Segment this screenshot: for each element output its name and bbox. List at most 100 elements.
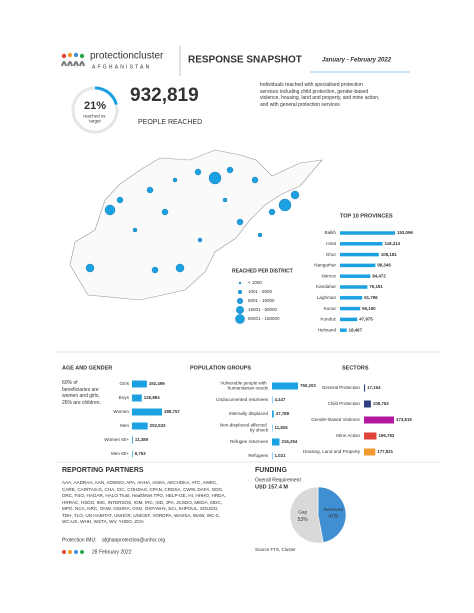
map-outline: [69, 149, 323, 301]
bar-value: 196,783: [378, 433, 394, 438]
bar-name: Refugee returnees: [230, 439, 269, 444]
bar-value: 84,472: [372, 273, 386, 278]
section-title: AGE AND GENDER: [62, 365, 112, 371]
bar-name: Nangarhar: [314, 263, 336, 268]
pie-value: 53%: [298, 517, 309, 523]
pie-value: 47%: [328, 514, 339, 520]
map-districts: [85, 166, 300, 274]
bar: [272, 396, 273, 404]
bar-value: 1,021: [275, 453, 287, 458]
bar-name: Men: [120, 423, 129, 428]
bar-value: 47,975: [359, 317, 373, 322]
bar-value: 750,203: [300, 383, 316, 388]
bar: [132, 394, 142, 402]
date: 28 February 2022: [92, 549, 132, 555]
bar: [364, 448, 376, 456]
pie-label: Gap: [298, 510, 307, 515]
pie-slice: [317, 486, 347, 543]
bar-name: Housing, Land and Property: [303, 449, 361, 454]
legend-symbol: [236, 298, 243, 305]
pie-slice: [289, 486, 324, 544]
bar-name: Boys: [119, 395, 130, 400]
bar-value: 47,788: [276, 411, 290, 416]
bar-value: 202,533: [150, 423, 166, 428]
section-title: REPORTING PARTNERS: [62, 467, 144, 474]
bar: [340, 231, 395, 235]
bar: [272, 438, 280, 446]
legend-label: < 1000: [248, 280, 262, 285]
bar-value: 108,181: [381, 252, 397, 257]
section-title: TOP 10 PROVINCES: [340, 213, 393, 219]
bar-name: Balkh: [325, 230, 337, 235]
bar-value: 76,191: [369, 284, 383, 289]
bar: [364, 400, 371, 408]
bar-name: Kunar: [324, 306, 337, 311]
reach-caption: reached vs target: [83, 114, 106, 124]
bar-name: Men 60+: [111, 451, 129, 456]
bar-value: 153,096: [397, 230, 413, 235]
bar: [132, 422, 148, 430]
footer-dot: [74, 550, 78, 554]
bar-name: Refugees: [248, 453, 268, 458]
contact-label: Protection IMU:: [62, 537, 96, 543]
bar: [132, 408, 162, 416]
bar-value: 18,467: [349, 327, 363, 332]
bar: [132, 380, 147, 388]
reach-ring: [94, 86, 118, 105]
legend-symbol: [236, 306, 244, 314]
bar-name: Women 60+: [104, 437, 129, 442]
reach-total: 932,819: [130, 85, 199, 106]
bar: [340, 242, 383, 246]
section-title: FUNDING: [255, 467, 287, 474]
bar: [340, 296, 363, 300]
pie-label: Received: [324, 507, 344, 512]
bar-name: Vulnerable people with humanitarian need…: [220, 381, 268, 391]
bar-name: Helmand: [318, 327, 337, 332]
title: RESPONSE SNAPSHOT: [188, 55, 302, 66]
bar: [340, 274, 371, 278]
bar-value: 126,884: [144, 395, 160, 400]
bar-value: 11,389: [135, 437, 149, 442]
logo-dots: [61, 52, 85, 67]
bar-value: 118,314: [385, 241, 401, 246]
age-note: 60% of beneficiaries are women and girls…: [62, 380, 101, 406]
footer-dot: [80, 550, 84, 554]
bar-value: 56,190: [362, 306, 376, 311]
bar-name: Laghman: [317, 295, 337, 300]
bar-name: Women: [113, 409, 129, 414]
reach-description: Individuals reached with specialised pro…: [260, 82, 380, 108]
bar: [340, 263, 376, 268]
footer-dot: [68, 550, 72, 554]
bar: [132, 450, 133, 458]
section-title: POPULATION GROUPS: [190, 365, 251, 371]
funding-req-label: Overall Requirement: [255, 477, 301, 483]
bar-value: 388,757: [164, 409, 180, 414]
funding-source: Source FTS, Cluster: [255, 547, 296, 552]
bar-value: 8,753: [135, 451, 147, 456]
bar: [132, 436, 133, 444]
bar: [340, 328, 347, 332]
bar: [340, 252, 379, 257]
bar: [272, 424, 273, 432]
bar-name: Kandahar: [316, 284, 336, 289]
section-title: SECTORS: [342, 365, 369, 371]
bar-value: 98,346: [377, 263, 391, 268]
contact: afghanprotection@unhcr.org: [102, 537, 165, 543]
legend-label: 5001 - 15000: [248, 298, 275, 303]
bar: [272, 382, 298, 390]
bar: [364, 384, 366, 392]
logo-sub: AFGHANISTAN: [92, 64, 151, 70]
legend-symbol: [235, 314, 245, 324]
bar-name: Ghor: [326, 252, 337, 257]
bar-value: 473,619: [396, 417, 412, 422]
bar-value: 192,499: [149, 381, 165, 386]
reach-percent: 21%: [84, 100, 106, 112]
footer-dot: [62, 550, 66, 554]
bar-value: 177,821: [377, 449, 393, 454]
reach-total-caption: PEOPLE REACHED: [138, 119, 202, 126]
bar-name: Nimroz: [321, 273, 336, 278]
bar: [272, 452, 273, 460]
bar: [340, 317, 358, 322]
bar-value: 61,796: [364, 295, 378, 300]
bar: [340, 306, 361, 311]
